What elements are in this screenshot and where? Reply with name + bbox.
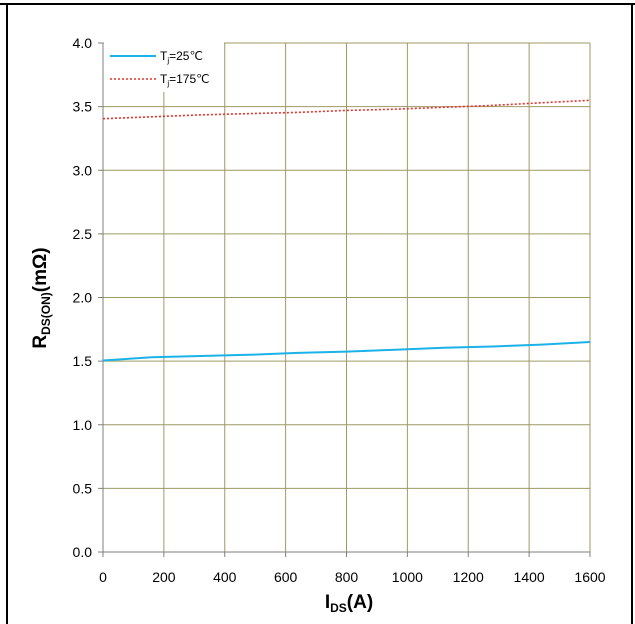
legend-label-tj-25: Tj=25℃ — [160, 49, 203, 65]
y-tick-label: 0.0 — [73, 544, 93, 560]
x-tick-label: 1200 — [453, 569, 484, 585]
frame-left-rule — [6, 3, 8, 624]
y-axis-label-suffix: (mΩ) — [30, 247, 51, 292]
legend-label-tj-175-main: T — [160, 72, 168, 86]
horizontal-gridlines — [103, 42, 590, 489]
series-layer — [102, 99, 591, 362]
x-axis-label: IDS(A) — [325, 592, 373, 615]
y-tick-label: 2.5 — [73, 226, 93, 242]
frame-top-rule — [0, 3, 635, 5]
y-tick-label: 2.0 — [73, 290, 93, 306]
x-axis-label-suffix: (A) — [347, 592, 373, 613]
axes — [98, 42, 591, 557]
series-line-1 — [102, 99, 591, 120]
x-tick-label: 1400 — [514, 569, 545, 585]
legend-label-tj-25-sub: j — [166, 56, 169, 65]
y-tick-label: 1.0 — [73, 417, 93, 433]
legend-label-tj-25-main: T — [160, 49, 168, 63]
series-line-0 — [102, 341, 591, 362]
x-axis-label-sub: DS — [330, 601, 347, 615]
legend-background — [104, 40, 224, 92]
x-tick-label: 200 — [152, 569, 176, 585]
y-tick-label: 4.0 — [73, 35, 93, 51]
legend-label-tj-175-sub: j — [166, 79, 169, 88]
x-tick-label: 800 — [335, 569, 359, 585]
x-tick-label: 400 — [213, 569, 237, 585]
x-tick-label: 600 — [274, 569, 298, 585]
x-tick-label: 0 — [99, 569, 107, 585]
y-tick-label: 3.0 — [73, 162, 93, 178]
frame-right-rule — [631, 3, 633, 624]
x-tick-labels: 0 200 400 600 800 1000 1200 1400 1600 — [99, 569, 606, 585]
x-tick-label: 1600 — [574, 569, 605, 585]
y-tick-label: 0.5 — [73, 480, 93, 496]
y-tick-label: 1.5 — [73, 353, 93, 369]
x-tick-label: 1000 — [392, 569, 423, 585]
x-axis-label-main: I — [325, 592, 330, 613]
y-axis-label: RDS(ON)(mΩ) — [30, 247, 53, 348]
legend: Tj=25℃ Tj=175℃ — [110, 49, 210, 88]
y-axis-label-sub: DS(ON) — [39, 292, 53, 335]
legend-label-tj-25-suffix: =25℃ — [169, 49, 203, 63]
y-axis-label-main: R — [30, 335, 51, 349]
y-tick-labels: 0.0 0.5 1.0 1.5 2.0 2.5 3.0 3.5 4.0 — [73, 35, 93, 560]
legend-label-tj-175: Tj=175℃ — [160, 72, 210, 88]
y-tick-label: 3.5 — [73, 99, 93, 115]
legend-label-tj-175-suffix: =175℃ — [169, 72, 210, 86]
